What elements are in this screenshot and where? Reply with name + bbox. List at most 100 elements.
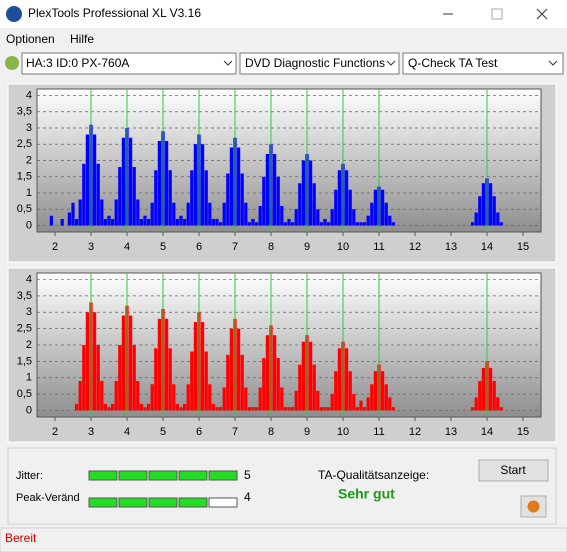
histogram-bar: [85, 312, 90, 411]
y-tick-label: 3,5: [17, 290, 32, 302]
histogram-bar: [107, 407, 111, 411]
histogram-bar: [211, 219, 216, 226]
histogram-bar: [204, 351, 208, 411]
histogram-bar: [85, 134, 90, 226]
histogram-bar: [283, 407, 288, 411]
histogram-bar: [143, 215, 147, 226]
histogram-bar: [114, 199, 118, 226]
menu-item[interactable]: Hilfe: [70, 32, 94, 46]
histogram-bar: [488, 183, 493, 226]
info-icon: [527, 500, 540, 513]
histogram-bar: [262, 176, 266, 226]
histogram-bar: [298, 183, 302, 226]
histogram-bar: [226, 173, 230, 226]
histogram-bar: [352, 394, 356, 411]
histogram-bar: [164, 318, 169, 411]
histogram-bar: [316, 390, 320, 411]
histogram-bar: [312, 364, 316, 411]
histogram-bar: [128, 315, 133, 411]
histogram-bar: [172, 202, 176, 226]
y-tick-label: 0: [26, 219, 32, 231]
test-combo[interactable]: [402, 52, 564, 75]
histogram-bar: [193, 322, 198, 411]
histogram-bar: [380, 189, 385, 226]
histogram-bar: [154, 170, 158, 226]
histogram-bar: [179, 407, 183, 411]
x-tick-label: 12: [409, 426, 421, 438]
y-tick-label: 3: [26, 306, 32, 318]
x-tick-label: 2: [52, 241, 58, 253]
histogram-bar: [200, 144, 205, 226]
function-combo[interactable]: [239, 52, 400, 75]
start-button[interactable]: [478, 459, 549, 482]
x-tick-label: 6: [196, 241, 202, 253]
histogram-bar: [370, 202, 374, 226]
quality-result: Sehr gut: [338, 486, 395, 502]
histogram-bar: [208, 384, 212, 411]
histogram-bar: [280, 206, 284, 226]
y-tick-label: 1,5: [17, 171, 32, 183]
x-tick-label: 7: [232, 426, 238, 438]
y-tick-label: 3,5: [17, 106, 32, 118]
histogram-bar: [179, 215, 183, 226]
test-combo-text: Q-Check TA Test: [408, 56, 498, 70]
rating-segment: [148, 497, 178, 508]
histogram-bar: [175, 403, 180, 411]
histogram-bar: [229, 147, 234, 226]
histogram-bar: [294, 390, 298, 411]
histogram-bar: [60, 219, 64, 226]
drive-icon: [5, 56, 19, 70]
histogram-bar: [337, 348, 342, 411]
histogram-bar: [164, 141, 169, 226]
rating-segment: [208, 470, 238, 481]
menu-item[interactable]: Optionen: [6, 32, 55, 46]
histogram-bar: [478, 381, 482, 411]
histogram-bar: [132, 345, 136, 411]
y-tick-label: 0: [26, 404, 32, 416]
y-tick-label: 1: [26, 187, 32, 199]
maximize-button[interactable]: [491, 8, 503, 20]
histogram-bar: [294, 209, 298, 226]
histogram-bar: [359, 222, 363, 226]
x-tick-label: 3: [88, 426, 94, 438]
histogram-bar: [323, 219, 327, 226]
histogram-bar: [308, 341, 313, 411]
histogram-bar: [139, 403, 144, 411]
histogram-bar: [247, 222, 252, 226]
histogram-bar: [240, 173, 244, 226]
histogram-bar: [222, 202, 226, 226]
histogram-bar: [172, 384, 176, 411]
histogram-bar: [211, 403, 216, 411]
drive-combo-text: HA:3 ID:0 PX-760A: [26, 56, 129, 70]
histogram-bar: [481, 367, 486, 411]
histogram-bar: [344, 348, 349, 411]
histogram-bar: [143, 407, 147, 411]
histogram-bar: [150, 202, 154, 226]
histogram-bar: [74, 219, 79, 226]
histogram-bar: [96, 163, 100, 226]
histogram-bar: [190, 170, 194, 226]
histogram-bar: [71, 202, 75, 226]
result-panel: [7, 447, 557, 525]
histogram-bar: [190, 351, 194, 411]
histogram-bar: [82, 163, 86, 226]
x-tick-label: 13: [445, 426, 457, 438]
x-tick-label: 5: [160, 426, 166, 438]
combo-arrow: [386, 60, 396, 66]
histogram-bar: [258, 206, 262, 226]
histogram-bar: [247, 407, 252, 411]
close-button[interactable]: [536, 8, 548, 20]
histogram-bar: [215, 407, 219, 411]
drive-combo[interactable]: [21, 52, 237, 75]
histogram-bar: [391, 407, 396, 411]
x-tick-label: 15: [517, 241, 529, 253]
histogram-bar: [244, 202, 248, 226]
histogram-bar: [226, 354, 230, 411]
x-tick-label: 5: [160, 241, 166, 253]
y-tick-label: 2,5: [17, 138, 32, 150]
x-tick-label: 14: [481, 426, 493, 438]
histogram-bar: [287, 219, 291, 226]
histogram-bar: [157, 141, 162, 226]
histogram-bar: [236, 328, 241, 411]
histogram-bar: [326, 222, 331, 226]
